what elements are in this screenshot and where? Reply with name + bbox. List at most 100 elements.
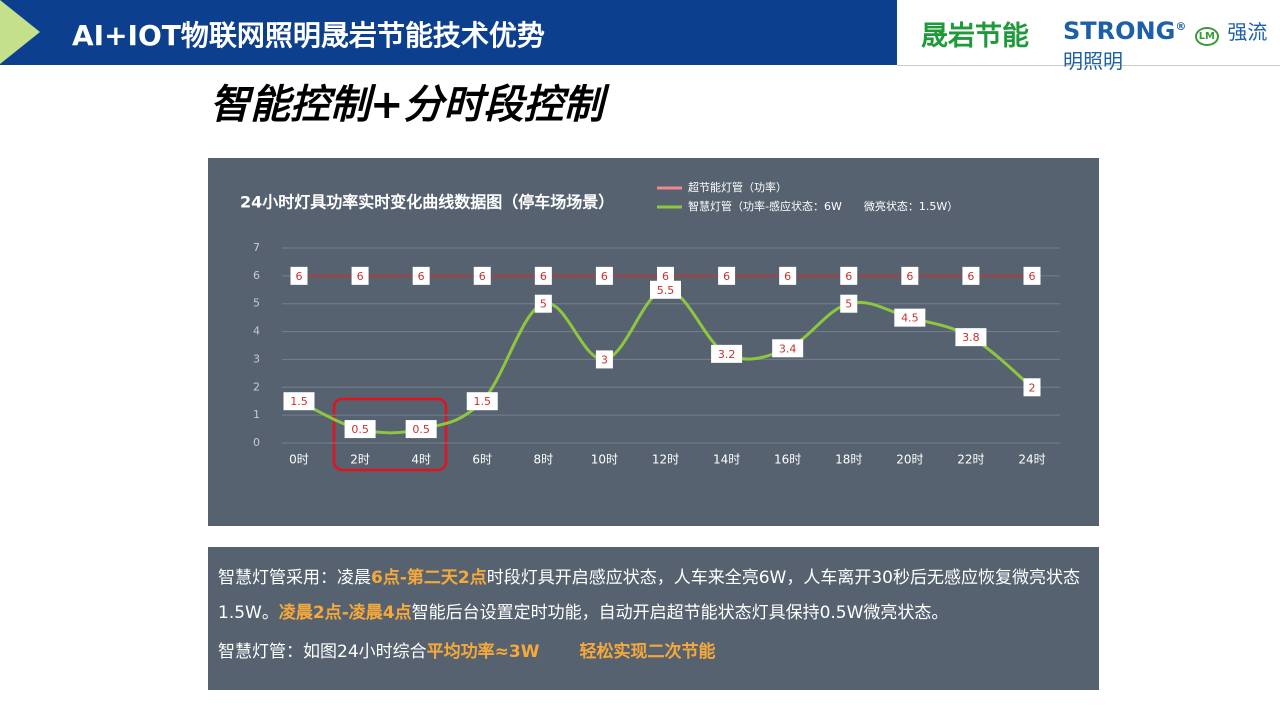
- chart-bg: [208, 158, 1099, 526]
- header-arrow: [0, 0, 40, 64]
- label-box: [718, 266, 736, 285]
- logo-reg: ®: [1175, 20, 1187, 33]
- label-box: [473, 266, 491, 285]
- data-label: 1.5: [290, 395, 308, 408]
- data-label: 0.5: [412, 423, 430, 436]
- data-label: 3.8: [962, 331, 980, 344]
- label-box: [344, 420, 376, 439]
- x-tick-label: 24时: [1018, 453, 1045, 467]
- data-label: 6: [479, 270, 486, 283]
- note-highlight: 6点-第二天2点: [371, 568, 487, 588]
- subtitle: 智能控制+分时段控制: [210, 82, 604, 128]
- x-tick-label: 10时: [591, 453, 618, 467]
- label-box: [711, 344, 743, 363]
- label-box: [772, 339, 804, 358]
- label-box: [595, 266, 613, 285]
- x-tick-label: 16时: [774, 453, 801, 467]
- highlight-box: [332, 397, 448, 472]
- data-label: 4.5: [901, 312, 919, 325]
- note-text: 智慧灯管采用：凌晨: [218, 568, 371, 588]
- label-box: [779, 266, 797, 285]
- x-tick-label: 18时: [835, 453, 862, 467]
- label-box: [962, 266, 980, 285]
- data-label: 6: [357, 270, 364, 283]
- label-box: [840, 294, 858, 313]
- chart-title: 24小时灯具功率实时变化曲线数据图（停车场场景）: [240, 193, 614, 212]
- y-tick-label: 0: [253, 436, 260, 449]
- data-label: 2: [1029, 381, 1036, 394]
- x-tick-label: 20时: [896, 453, 923, 467]
- label-box: [351, 266, 369, 285]
- data-label: 6: [601, 270, 608, 283]
- logo-right: STRONG® LM 强流明照明: [1063, 16, 1280, 74]
- note-paragraph: 智慧灯管采用：凌晨6点-第二天2点时段灯具开启感应状态，人车来全亮6W，人车离开…: [218, 561, 1089, 631]
- logo: 晟岩节能 STRONG® LM 强流明照明: [897, 0, 1280, 73]
- data-label: 6: [418, 270, 425, 283]
- label-box: [650, 280, 681, 299]
- y-tick-label: 1: [253, 408, 260, 421]
- data-label: 6: [296, 270, 303, 283]
- data-label: 6: [967, 270, 974, 283]
- y-tick-label: 4: [253, 325, 260, 338]
- logo-brand: STRONG: [1063, 17, 1176, 45]
- data-label: 3.2: [718, 348, 736, 361]
- data-label: 1.5: [474, 395, 492, 408]
- header-title: AI+IOT物联网照明晟岩节能技术优势: [72, 19, 545, 52]
- data-label: 6: [784, 270, 791, 283]
- x-tick-label: 2时: [350, 453, 370, 467]
- data-label: 6: [845, 270, 852, 283]
- x-tick-label: 6时: [472, 453, 492, 467]
- note-text: 智慧灯管：如图24小时综合: [218, 642, 427, 662]
- data-label: 6: [906, 270, 913, 283]
- y-tick-label: 5: [253, 297, 260, 310]
- label-box: [1023, 266, 1041, 285]
- y-tick-label: 7: [253, 241, 260, 254]
- x-tick-label: 8时: [534, 453, 554, 467]
- y-tick-label: 3: [253, 352, 260, 365]
- logo-left: 晟岩节能: [921, 21, 1029, 52]
- data-label: 3.4: [779, 342, 797, 355]
- data-label: 5: [845, 298, 852, 311]
- x-tick-label: 14时: [713, 453, 740, 467]
- label-box: [412, 266, 430, 285]
- data-label: 5: [540, 298, 547, 311]
- label-box: [1023, 378, 1041, 397]
- note-highlight: 凌晨2点-凌晨4点: [278, 603, 412, 623]
- label-box: [894, 308, 926, 327]
- y-tick-label: 6: [253, 269, 260, 282]
- note-text: 时段灯具开启感应状态，人车来全亮6W，人车离开30秒后无感应恢复微亮状态1.5W…: [218, 568, 1080, 623]
- label-box: [955, 328, 987, 347]
- chart: 24小时灯具功率实时变化曲线数据图（停车场场景） 0 1 2 3 4 5 6 7 0时 2时 4时 6…: [208, 158, 1099, 526]
- note-text: 智能后台设置定时功能，自动开启超节能状态灯具保持0.5W微亮状态。: [411, 603, 949, 623]
- note-paragraph: 智慧灯管：如图24小时综合平均功率≈3W 轻松实现二次节能: [218, 635, 1089, 670]
- x-tick-label: 22时: [957, 453, 984, 467]
- legend-label: 智慧灯管（功率-感应状态：6W 微亮状态：1.5W）: [688, 199, 958, 213]
- data-label: 6: [723, 270, 730, 283]
- y-tick-label: 2: [253, 380, 260, 393]
- label-box: [290, 266, 308, 285]
- data-label: 6: [540, 270, 547, 283]
- data-label: 0.5: [351, 423, 369, 436]
- label-box: [466, 392, 498, 411]
- label-box: [534, 294, 552, 313]
- x-tick-label: 12时: [652, 453, 679, 467]
- logo-mark: LM: [1194, 27, 1220, 46]
- notes: 智慧灯管采用：凌晨6点-第二天2点时段灯具开启感应状态，人车来全亮6W，人车离开…: [208, 547, 1099, 690]
- note-highlight: 平均功率≈3W: [426, 642, 540, 662]
- data-label: 3: [601, 353, 608, 366]
- label-box: [595, 350, 613, 369]
- label-box: [405, 420, 437, 439]
- header-bar: [0, 0, 897, 65]
- label-box: [657, 266, 674, 285]
- x-tick-label: 4时: [411, 453, 431, 467]
- data-label: 6: [662, 270, 669, 283]
- data-label: 6: [1029, 270, 1036, 283]
- note-highlight: 轻松实现二次节能: [579, 642, 716, 662]
- label-box: [283, 392, 315, 411]
- label-box: [534, 266, 552, 285]
- logo-cn: 强流明照明: [1063, 20, 1268, 73]
- legend-label: 超节能灯管（功率）: [688, 180, 787, 194]
- data-label: 5.5: [657, 284, 675, 297]
- x-tick-label: 0时: [289, 453, 309, 467]
